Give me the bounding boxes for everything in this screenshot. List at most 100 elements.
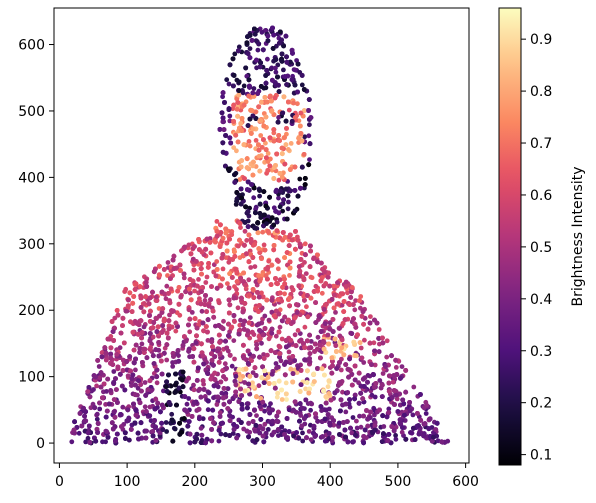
scatter-point xyxy=(164,429,170,434)
scatter-point xyxy=(133,367,138,373)
scatter-point xyxy=(89,388,94,394)
scatter-point xyxy=(319,290,325,296)
scatter-point xyxy=(69,439,75,445)
scatter-point xyxy=(169,411,175,417)
scatter-point xyxy=(88,405,94,411)
scatter-point xyxy=(227,118,233,124)
scatter-point xyxy=(268,401,273,407)
scatter-point xyxy=(358,424,364,430)
scatter-point xyxy=(250,380,255,386)
scatter-point xyxy=(273,361,279,366)
scatter-point xyxy=(265,352,270,358)
scatter-point xyxy=(263,140,268,146)
scatter-point xyxy=(303,271,309,276)
scatter-point xyxy=(199,308,205,314)
scatter-point xyxy=(361,360,367,365)
scatter-point xyxy=(167,312,172,318)
scatter-point xyxy=(350,415,356,420)
scatter-point xyxy=(129,383,134,388)
scatter-point xyxy=(227,329,233,335)
scatter-point xyxy=(120,404,126,410)
scatter-point xyxy=(279,397,285,402)
scatter-point xyxy=(306,133,312,139)
scatter-point xyxy=(237,177,243,182)
scatter-point xyxy=(259,144,265,150)
scatter-point xyxy=(381,424,387,429)
scatter-point xyxy=(196,277,201,282)
scatter-point xyxy=(216,438,222,444)
scatter-point xyxy=(150,334,156,340)
scatter-point xyxy=(376,327,382,332)
scatter-point xyxy=(163,420,169,425)
scatter-point xyxy=(352,307,358,313)
scatter-point xyxy=(393,433,398,438)
scatter-point xyxy=(384,354,390,360)
scatter-point xyxy=(173,328,179,334)
scatter-point xyxy=(151,371,157,376)
scatter-point xyxy=(253,138,259,143)
scatter-point xyxy=(226,81,232,87)
scatter-point xyxy=(279,336,285,342)
scatter-point xyxy=(148,418,154,424)
scatter-point xyxy=(300,438,306,444)
scatter-point xyxy=(309,275,315,281)
scatter-point xyxy=(292,332,298,338)
scatter-point xyxy=(325,384,331,390)
scatter-point xyxy=(254,65,259,71)
scatter-point xyxy=(165,260,171,265)
scatter-point xyxy=(302,241,308,247)
scatter-point xyxy=(399,364,405,369)
scatter-point xyxy=(258,133,264,138)
scatter-point xyxy=(220,266,226,272)
scatter-point xyxy=(177,389,183,395)
scatter-point xyxy=(94,383,99,389)
scatter-point xyxy=(286,199,291,205)
scatter-point xyxy=(307,157,312,163)
scatter-point xyxy=(353,298,358,303)
scatter-point xyxy=(247,315,253,320)
scatter-point xyxy=(292,67,298,73)
scatter-point xyxy=(229,363,235,369)
scatter-point xyxy=(287,273,292,278)
scatter-point xyxy=(225,281,230,286)
scatter-point xyxy=(142,404,148,410)
scatter-point xyxy=(232,319,237,324)
scatter-point xyxy=(181,275,187,281)
scatter-point xyxy=(231,338,237,343)
scatter-point xyxy=(358,345,364,351)
scatter-point xyxy=(251,195,257,201)
scatter-point xyxy=(338,367,344,373)
scatter-point xyxy=(371,340,377,346)
scatter-point xyxy=(277,204,283,210)
scatter-point xyxy=(214,219,220,224)
scatter-point xyxy=(170,364,176,369)
scatter-point xyxy=(232,51,238,57)
scatter-point xyxy=(265,151,271,156)
scatter-point xyxy=(308,437,314,442)
scatter-point xyxy=(242,380,248,385)
scatter-point xyxy=(96,364,102,369)
scatter-point xyxy=(394,396,400,402)
scatter-point xyxy=(281,67,286,73)
scatter-point xyxy=(254,413,259,418)
scatter-point xyxy=(295,328,301,333)
scatter-point xyxy=(283,380,289,386)
scatter-point xyxy=(122,289,128,294)
scatter-point xyxy=(349,371,355,377)
scatter-point xyxy=(303,386,308,392)
scatter-point xyxy=(108,388,113,393)
scatter-point xyxy=(232,284,237,289)
scatter-point xyxy=(262,421,268,427)
scatter-point xyxy=(278,358,284,364)
scatter-point xyxy=(186,242,192,248)
scatter-point xyxy=(354,418,359,424)
scatter-point xyxy=(372,412,377,418)
scatter-point xyxy=(354,425,360,431)
scatter-point xyxy=(164,283,170,289)
scatter-point xyxy=(204,274,210,280)
scatter-point xyxy=(262,408,267,414)
scatter-point xyxy=(161,388,166,394)
scatter-point xyxy=(259,340,264,346)
scatter-point xyxy=(261,352,266,357)
